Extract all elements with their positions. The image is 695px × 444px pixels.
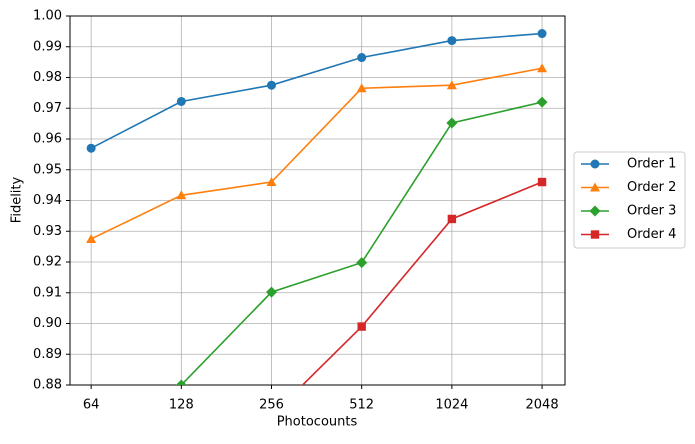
marker (590, 230, 600, 239)
legend-label: Order 3 (627, 204, 676, 219)
marker (537, 29, 547, 39)
x-axis-label: Photocounts (277, 415, 358, 430)
marker (589, 205, 601, 217)
marker (86, 143, 96, 153)
legend-label: Order 1 (627, 157, 676, 172)
y-tick-label: 0.99 (33, 39, 62, 54)
y-tick-label: 0.89 (33, 347, 62, 362)
marker (176, 190, 187, 200)
series-line (301, 181, 543, 385)
marker (266, 177, 277, 187)
marker (447, 36, 457, 46)
marker (267, 412, 275, 420)
y-tick-label: 0.96 (33, 132, 62, 147)
marker (356, 257, 368, 269)
x-tick-label: 1024 (435, 398, 468, 413)
marker (590, 182, 600, 192)
marker (590, 159, 600, 169)
y-tick-label: 0.95 (33, 162, 62, 177)
marker (537, 177, 547, 187)
y-tick-label: 0.93 (33, 224, 62, 239)
legend-label: Order 2 (627, 180, 676, 195)
marker (266, 286, 278, 298)
plot-area (86, 29, 548, 420)
marker (356, 83, 367, 93)
marker (175, 379, 187, 385)
y-tick-label: 0.98 (33, 70, 62, 85)
x-tick-label: 512 (349, 398, 374, 413)
y-tick-label: 0.92 (33, 255, 62, 270)
marker (176, 96, 186, 106)
legend-label: Order 4 (627, 227, 676, 242)
marker (537, 63, 548, 73)
marker (536, 96, 548, 108)
x-tick-label: 128 (169, 398, 194, 413)
marker (86, 233, 97, 243)
marker (446, 80, 457, 90)
x-tick-label: 256 (259, 398, 284, 413)
y-axis-label: Fidelity (10, 176, 25, 223)
legend-box (573, 151, 686, 249)
x-tick-label: 2048 (526, 398, 559, 413)
y-tick-label: 0.94 (33, 193, 62, 208)
y-tick-label: 1.00 (33, 9, 62, 24)
marker (447, 214, 457, 224)
marker (446, 117, 458, 129)
y-tick-label: 0.91 (33, 285, 62, 300)
series-line (90, 32, 543, 149)
y-tick-label: 0.90 (33, 316, 62, 331)
x-tick-label: 64 (83, 398, 100, 413)
y-tick-label: 0.88 (33, 378, 62, 393)
plot-frame (69, 15, 566, 386)
marker (267, 80, 277, 90)
y-tick-label: 0.97 (33, 101, 62, 116)
marker (357, 322, 366, 331)
marker (357, 53, 367, 63)
series-line (90, 67, 543, 240)
